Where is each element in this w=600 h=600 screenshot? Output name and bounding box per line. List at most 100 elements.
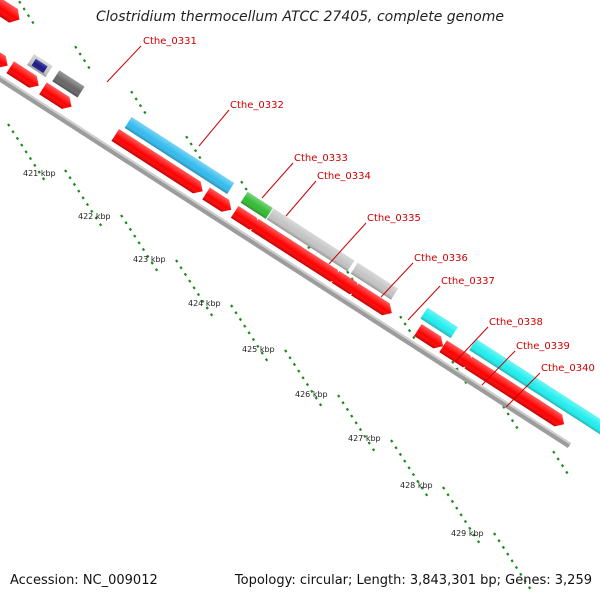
gene-cthe-0339-feature[interactable] — [469, 339, 500, 366]
ruler-tick-dot — [31, 20, 35, 25]
gene-label[interactable]: Cthe_0331 — [143, 36, 197, 47]
cds-arrow[interactable] — [111, 129, 206, 197]
cds-arrow[interactable] — [439, 340, 476, 371]
ruler-tick-dot — [403, 322, 407, 326]
ruler-tick-dot — [18, 0, 22, 4]
ruler-tick-dot — [514, 565, 519, 570]
cds-arrow[interactable] — [202, 187, 235, 216]
ruler-tick-dot — [183, 272, 188, 277]
ruler-tick-dot — [371, 448, 376, 452]
gene-label[interactable]: Cthe_0339 — [516, 341, 570, 352]
ruler-tick-dot — [565, 470, 569, 475]
ruler-tick-dot — [310, 389, 314, 394]
gene-label[interactable]: Cthe_0332 — [230, 100, 284, 111]
backbone — [0, 20, 572, 449]
ruler-tick-dot — [394, 446, 398, 450]
ruler-tick-dot — [247, 331, 251, 335]
ruler-label: 424 kbp — [188, 299, 221, 308]
gene-cthe-0331-feature[interactable] — [52, 70, 85, 98]
ruler-tick-dot — [560, 463, 565, 468]
ruler-tick-dot — [288, 356, 292, 360]
cds-arrow[interactable] — [351, 283, 396, 319]
ruler-tick-dot — [472, 533, 476, 537]
ruler-tick-dot — [74, 45, 78, 49]
ruler-tick-dot — [510, 559, 514, 563]
gene-cthe-0334-feature[interactable] — [266, 208, 355, 272]
ruler-tick-dot — [527, 586, 532, 590]
cds-arrow[interactable] — [0, 15, 11, 71]
ruler-tick-dot — [138, 103, 143, 108]
gene-small-navy-feature[interactable] — [27, 54, 53, 77]
ruler-tick-dot — [98, 223, 103, 227]
gene-label[interactable]: Cthe_0338 — [489, 317, 543, 328]
ruler-tick-dot — [15, 136, 20, 141]
ruler-tick-dot — [337, 394, 341, 398]
gene-features — [0, 0, 600, 436]
gene-cthe-0340-feature[interactable] — [492, 354, 600, 436]
gene-cthe-0333-feature[interactable] — [240, 191, 273, 219]
ruler-tick-dot — [297, 369, 301, 373]
ruler-tick-dot — [350, 414, 354, 418]
gene-label[interactable]: Cthe_0340 — [541, 363, 595, 374]
ruler-tick-dot — [519, 572, 523, 577]
cds-arrow[interactable] — [251, 218, 343, 285]
ruler-tick-dot — [416, 479, 420, 484]
ruler-tick-dot — [33, 163, 37, 168]
ruler-tick-dot — [85, 202, 90, 207]
ruler-tick-dot — [82, 58, 87, 63]
ruler-tick-dot — [424, 493, 429, 497]
ruler-tick-dot — [240, 180, 244, 184]
cds-arrow[interactable] — [414, 324, 447, 352]
ruler-tick-dot — [284, 349, 288, 353]
ruler-tick-dot — [314, 396, 318, 400]
ruler-tick-dot — [154, 268, 159, 272]
ruler-tick-dot — [358, 427, 363, 432]
ruler-tick-dot — [77, 189, 81, 193]
ruler-tick-dot — [260, 351, 264, 355]
ruler-tick-dot — [230, 304, 234, 308]
ruler-tick-dot — [209, 313, 214, 317]
ruler-label: 426 kbp — [295, 390, 328, 399]
ruler-tick-dot — [476, 540, 481, 544]
ruler-label: 423 kbp — [133, 255, 166, 264]
ruler-tick-dot — [346, 270, 350, 274]
ruler-tick-dot — [130, 90, 134, 94]
ruler-tick-dot — [493, 532, 497, 536]
ruler-label: 427 kbp — [348, 434, 381, 443]
gene-label[interactable]: Cthe_0337 — [441, 276, 495, 287]
ruler-tick-dot — [251, 337, 256, 342]
ruler-tick-dot — [552, 450, 556, 454]
cds-arrow[interactable] — [6, 61, 42, 91]
ruler-tick-dot — [399, 315, 403, 319]
cds-arrow[interactable] — [39, 82, 75, 112]
cds-arrow[interactable] — [464, 356, 568, 431]
ruler-ticks — [7, 0, 569, 590]
ruler-tick-dot — [502, 405, 506, 409]
ruler-tick-dot — [556, 457, 560, 461]
ruler-tick-dot — [305, 382, 310, 387]
ruler-tick-dot — [497, 539, 501, 543]
ruler-tick-dot — [515, 425, 519, 430]
ruler-tick-dot — [341, 401, 345, 405]
gene-label[interactable]: Cthe_0333 — [294, 153, 348, 164]
ruler-tick-dot — [307, 245, 311, 250]
cds-arrow[interactable] — [230, 205, 263, 233]
ruler-tick-dot — [64, 169, 68, 173]
ruler-tick-dot — [345, 407, 350, 412]
ruler-tick-dot — [24, 150, 28, 154]
gene-label[interactable]: Cthe_0334 — [317, 171, 371, 182]
ruler-tick-dot — [87, 65, 91, 70]
ruler-tick-dot — [363, 434, 367, 439]
gene-cthe-0332-feature[interactable] — [124, 116, 235, 194]
gene-label[interactable]: Cthe_0336 — [414, 253, 468, 264]
cds-arrow[interactable] — [0, 0, 24, 26]
ruler-tick-dot — [150, 261, 154, 265]
ruler-tick-dot — [244, 187, 248, 191]
ruler-tick-dot — [455, 506, 459, 510]
gene-cthe-0336-feature[interactable] — [350, 262, 399, 300]
ruler-tick-dot — [468, 526, 472, 531]
gene-cthe-0338-feature[interactable] — [420, 307, 458, 339]
cds-arrow[interactable] — [331, 271, 363, 298]
ruler-tick-dot — [403, 459, 407, 463]
gene-label[interactable]: Cthe_0335 — [367, 213, 421, 224]
